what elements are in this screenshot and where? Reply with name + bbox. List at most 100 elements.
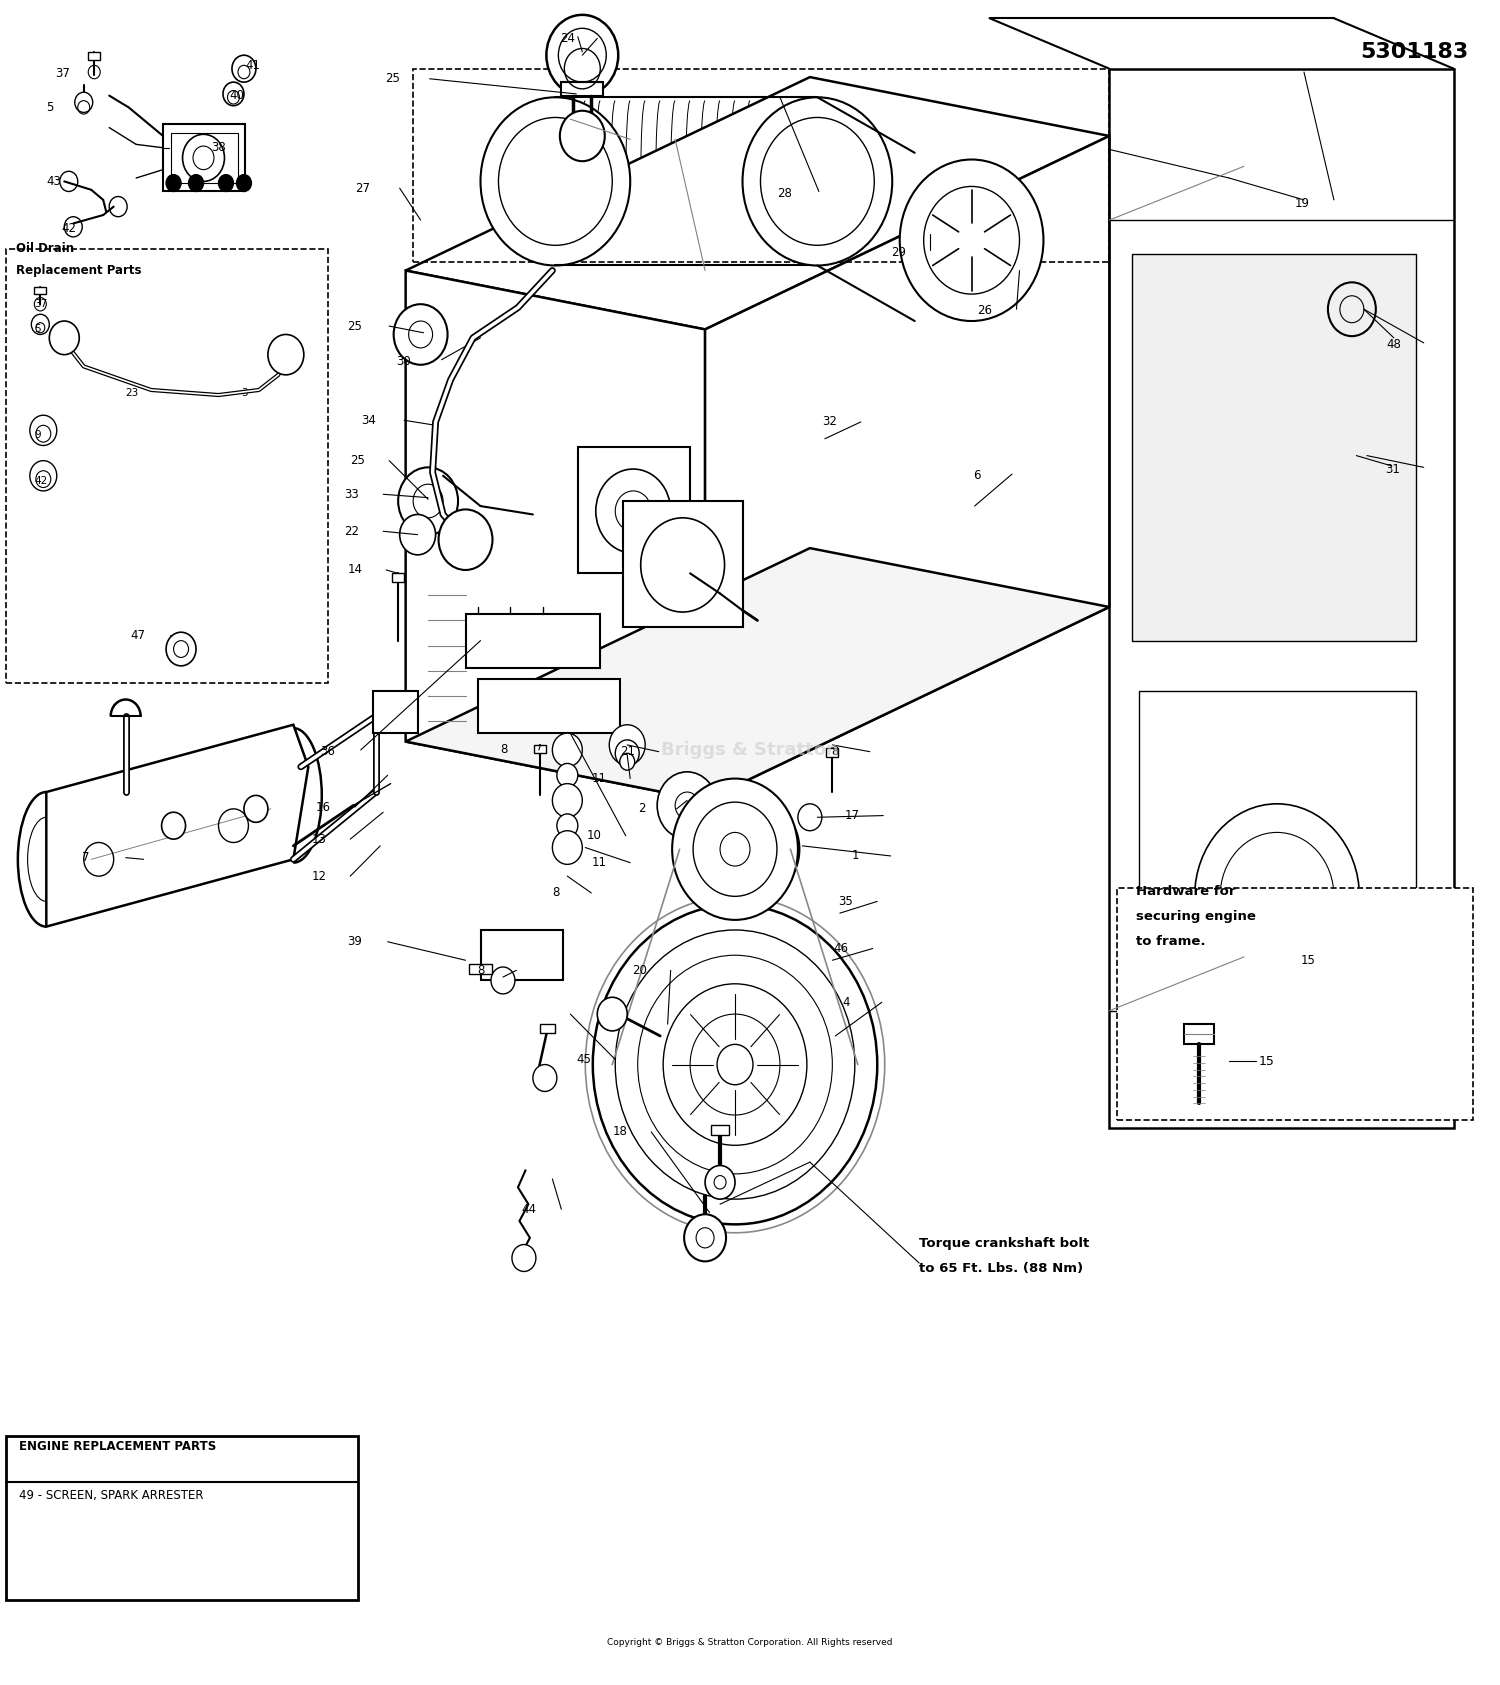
- Circle shape: [30, 415, 57, 445]
- Text: 10: 10: [586, 829, 602, 842]
- Text: to 65 Ft. Lbs. (88 Nm): to 65 Ft. Lbs. (88 Nm): [920, 1262, 1083, 1276]
- Circle shape: [560, 111, 604, 162]
- Circle shape: [166, 175, 182, 192]
- Circle shape: [552, 733, 582, 767]
- Text: 22: 22: [345, 524, 360, 538]
- Bar: [1140, 691, 1416, 1112]
- Polygon shape: [540, 1024, 555, 1033]
- Text: 15: 15: [1300, 954, 1316, 967]
- Polygon shape: [1184, 1024, 1214, 1045]
- Text: 9: 9: [34, 430, 40, 440]
- Circle shape: [32, 315, 50, 334]
- Circle shape: [224, 83, 245, 106]
- Polygon shape: [88, 52, 101, 61]
- Polygon shape: [711, 1126, 729, 1136]
- Circle shape: [900, 160, 1044, 322]
- Text: 49 - SCREEN, SPARK ARRESTER: 49 - SCREEN, SPARK ARRESTER: [20, 1490, 204, 1501]
- Bar: [372, 691, 417, 733]
- Polygon shape: [405, 271, 705, 800]
- Text: 25: 25: [346, 320, 362, 332]
- Text: 37: 37: [56, 67, 70, 81]
- Text: Replacement Parts: Replacement Parts: [16, 265, 142, 278]
- Text: 20: 20: [632, 964, 646, 977]
- Text: 39: 39: [346, 935, 362, 949]
- Text: 11: 11: [591, 856, 606, 869]
- Text: 8: 8: [552, 886, 560, 900]
- Text: 36: 36: [321, 745, 334, 758]
- Text: 34: 34: [360, 415, 375, 426]
- Circle shape: [512, 1245, 536, 1272]
- Text: 3: 3: [242, 388, 248, 398]
- Bar: [6, 1436, 357, 1599]
- Text: 44: 44: [520, 1203, 536, 1215]
- Bar: [465, 613, 600, 667]
- Bar: [164, 125, 246, 192]
- Polygon shape: [705, 136, 1110, 800]
- Circle shape: [219, 175, 234, 192]
- Polygon shape: [468, 964, 492, 974]
- Circle shape: [268, 334, 304, 374]
- Text: 15: 15: [1258, 1055, 1275, 1068]
- Text: 40: 40: [230, 89, 244, 103]
- Circle shape: [183, 135, 225, 182]
- Text: 41: 41: [246, 59, 261, 72]
- Text: 45: 45: [576, 1053, 591, 1067]
- Polygon shape: [827, 748, 839, 757]
- Text: 19: 19: [1294, 197, 1310, 209]
- Circle shape: [684, 1215, 726, 1262]
- Text: 48: 48: [1386, 339, 1401, 350]
- Text: Briggs & Stratton: Briggs & Stratton: [662, 741, 839, 758]
- Text: 27: 27: [354, 182, 369, 194]
- Circle shape: [398, 467, 458, 534]
- Text: 47: 47: [130, 629, 146, 642]
- Bar: [171, 133, 238, 184]
- Polygon shape: [405, 548, 1110, 800]
- Text: Oil Drain: Oil Drain: [16, 243, 75, 256]
- Polygon shape: [561, 83, 603, 96]
- Circle shape: [657, 772, 717, 839]
- Circle shape: [716, 802, 800, 896]
- Text: 8: 8: [500, 743, 507, 757]
- Text: to frame.: to frame.: [1137, 935, 1206, 949]
- Text: 16: 16: [316, 800, 332, 814]
- Text: 46: 46: [834, 942, 849, 955]
- Text: 42: 42: [62, 222, 76, 234]
- Text: 2: 2: [638, 802, 645, 816]
- Polygon shape: [534, 745, 546, 753]
- Text: 29: 29: [891, 246, 906, 258]
- Bar: [1132, 254, 1416, 640]
- Circle shape: [232, 56, 256, 83]
- Text: 18: 18: [612, 1126, 627, 1139]
- Circle shape: [490, 967, 514, 994]
- Text: 25: 25: [350, 455, 364, 467]
- Circle shape: [166, 632, 196, 666]
- Polygon shape: [392, 573, 404, 581]
- Circle shape: [597, 998, 627, 1031]
- Circle shape: [399, 514, 435, 554]
- Text: 42: 42: [34, 475, 48, 485]
- Text: 5301183: 5301183: [1360, 42, 1468, 62]
- Circle shape: [672, 778, 798, 920]
- Text: 6: 6: [974, 470, 981, 482]
- Text: 13: 13: [312, 832, 326, 846]
- Circle shape: [552, 831, 582, 864]
- Text: 37: 37: [34, 300, 48, 308]
- Circle shape: [705, 1166, 735, 1200]
- Circle shape: [532, 1065, 556, 1092]
- Circle shape: [596, 468, 670, 553]
- Polygon shape: [1110, 69, 1454, 1129]
- Circle shape: [640, 517, 724, 612]
- Bar: [477, 679, 620, 733]
- Text: 8: 8: [831, 745, 839, 758]
- Circle shape: [615, 740, 639, 767]
- Text: ENGINE REPLACEMENT PARTS: ENGINE REPLACEMENT PARTS: [20, 1441, 216, 1452]
- Text: 21: 21: [620, 745, 634, 758]
- Text: 11: 11: [591, 772, 606, 785]
- Text: 1: 1: [852, 849, 859, 863]
- Polygon shape: [405, 78, 1110, 330]
- Text: 14: 14: [346, 563, 362, 576]
- Text: 28: 28: [777, 187, 792, 199]
- Text: 23: 23: [126, 388, 140, 398]
- Text: 5: 5: [46, 101, 54, 115]
- Text: Copyright © Briggs & Stratton Corporation. All Rights reserved: Copyright © Briggs & Stratton Corporatio…: [608, 1638, 892, 1646]
